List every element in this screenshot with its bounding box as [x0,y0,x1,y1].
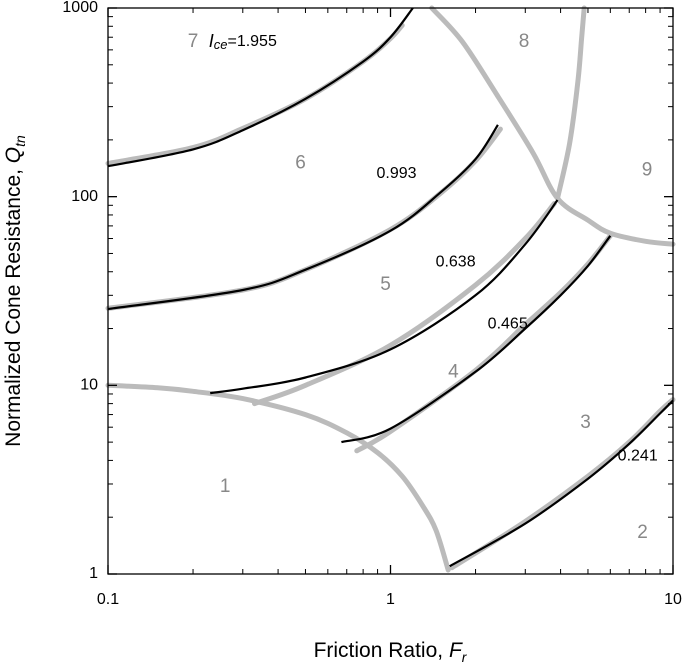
zone-number-label: 5 [380,274,391,295]
ice-curve-1.955 [107,7,414,168]
x-tick-label: 1 [386,591,395,608]
y-tick-label: 1 [89,565,98,582]
y-tick-label: 100 [71,188,98,205]
x-tick-label: 0.1 [97,591,119,608]
ice-value-label: 0.241 [618,448,658,465]
curve-and-zone-labels: Ice=1.955 0.993 0.638 0.465 0.241 1 2 3 4 5 6 7 8 9 [188,31,658,543]
zone-boundary-1 [105,382,451,573]
y-tick-label: 1000 [62,0,98,16]
ice-curve-0.241 [449,399,674,568]
ice-value-label: Ice=1.955 [209,31,277,53]
zone-number-label: 3 [580,412,591,433]
zone-number-label: 7 [188,31,199,52]
ice-curves [107,7,674,568]
y-axis-label: Normalized Cone Resistance, Qtn [2,135,28,447]
ice-curve-0.993 [107,124,499,311]
ice-value-label: 0.638 [436,253,476,270]
zone-boundary-4 [252,201,557,407]
ice-curve-0.638 [210,199,559,395]
zone-boundary-5 [354,233,613,454]
zone-number-label: 4 [448,362,459,383]
zone-number-label: 2 [637,522,648,543]
ice-value-label: 0.465 [488,316,528,333]
zone-boundary-6 [449,397,676,571]
x-axis-label: Friction Ratio, Fr [314,639,468,665]
axis-ticks: 0.1 1 10 1 10 100 1000 [62,0,682,608]
y-tick-label: 10 [80,377,98,394]
ice-curve-0.465 [341,235,612,444]
zone-boundary-8 [555,5,587,201]
zone-number-label: 6 [295,152,306,173]
ice-value-label: 0.993 [376,165,416,182]
zone-number-label: 1 [220,476,231,497]
zone-number-label: 8 [519,31,530,52]
zone-number-label: 9 [642,159,653,180]
x-tick-label: 10 [664,591,682,608]
